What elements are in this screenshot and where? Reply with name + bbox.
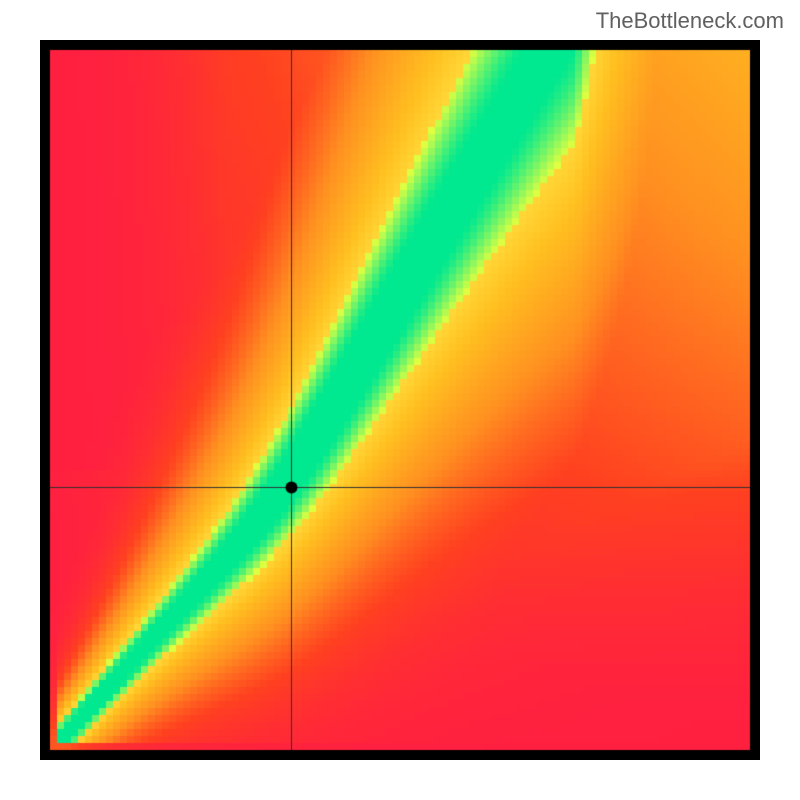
- watermark: TheBottleneck.com: [596, 8, 784, 34]
- heatmap-canvas: [40, 40, 760, 760]
- plot-area: [40, 40, 760, 760]
- chart-container: TheBottleneck.com: [0, 0, 800, 800]
